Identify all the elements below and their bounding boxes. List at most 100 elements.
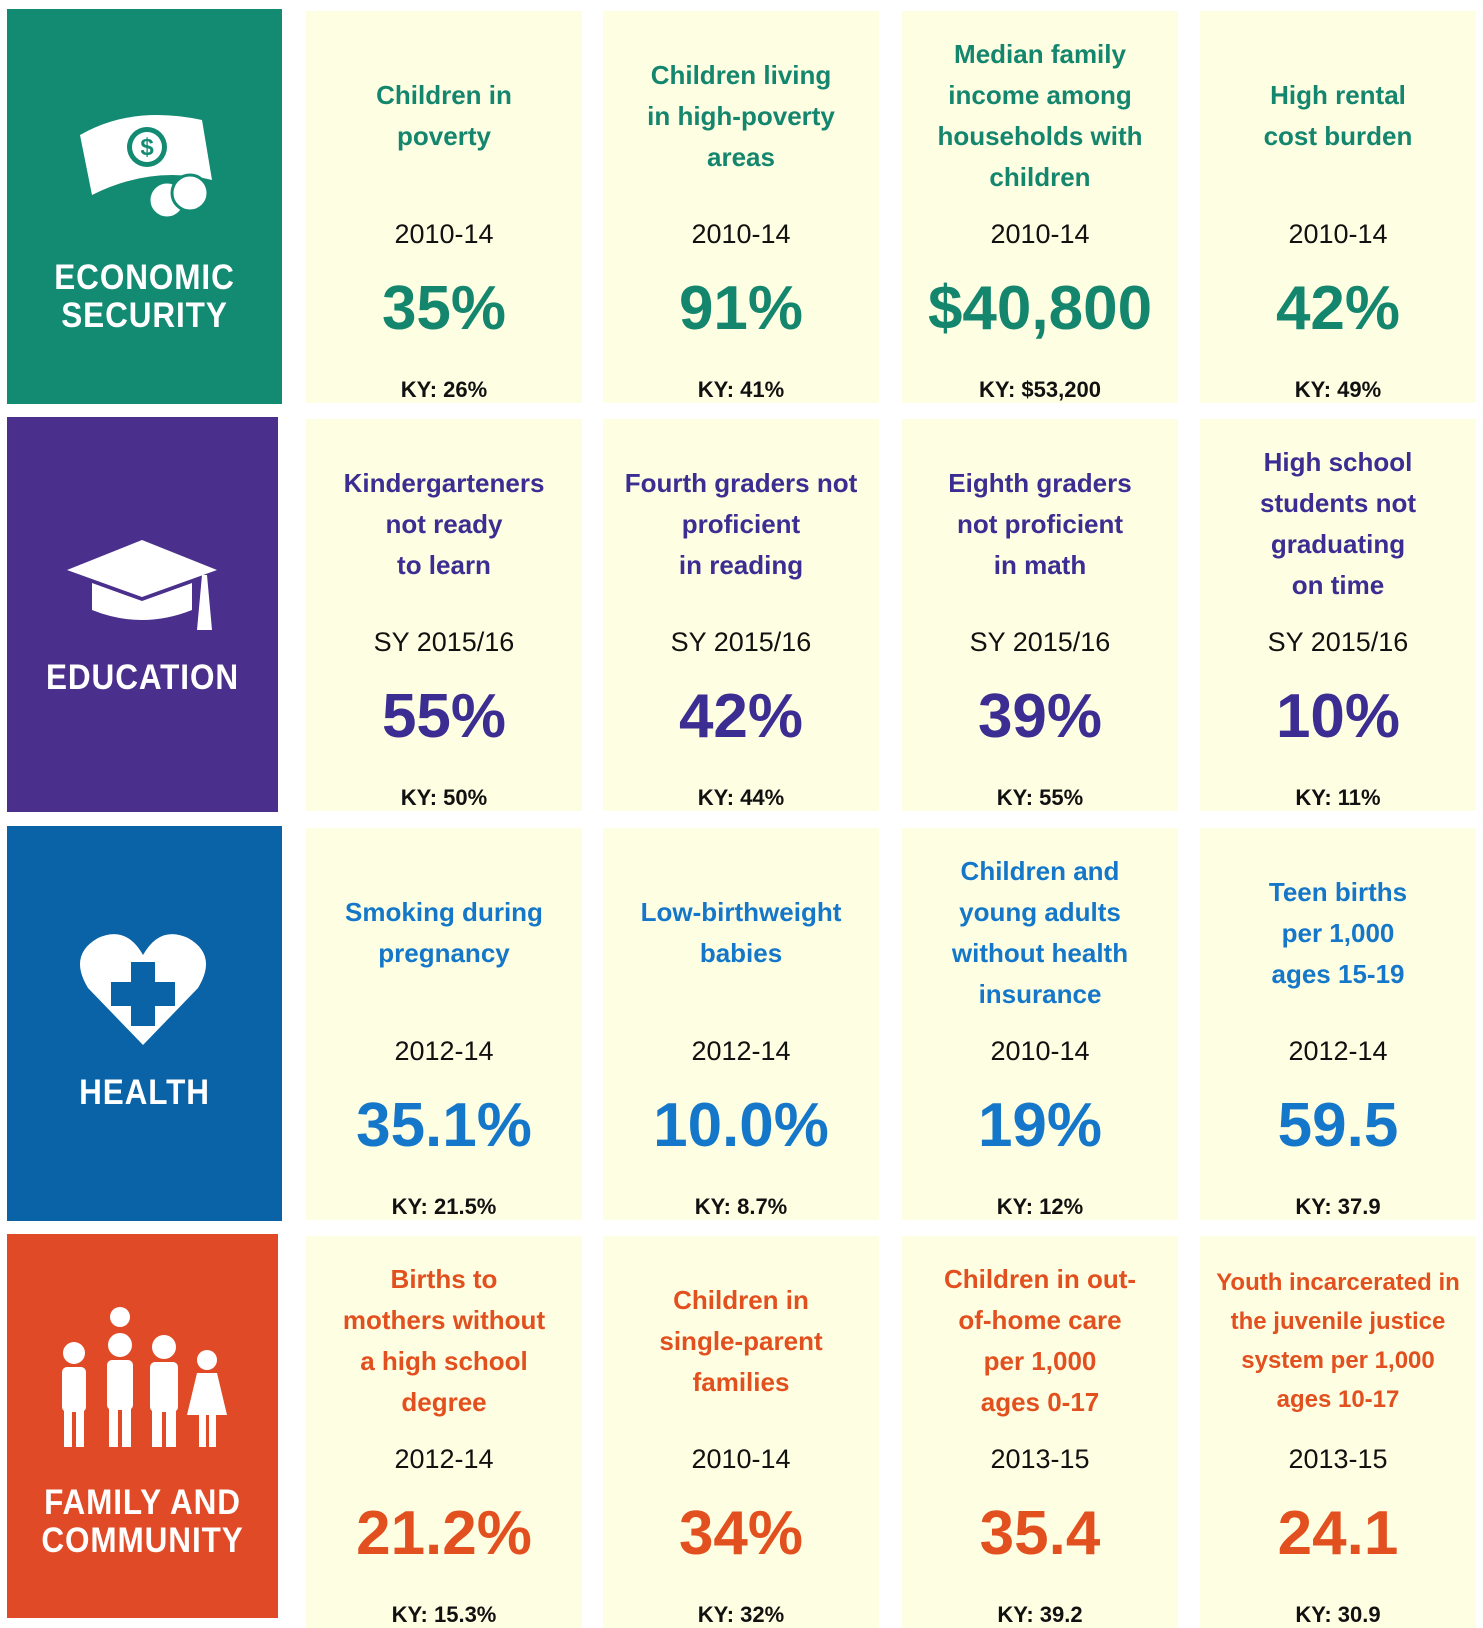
value: 59.5 bbox=[1277, 1091, 1399, 1160]
title-line: Fourth graders not bbox=[624, 467, 858, 498]
title-line: degree bbox=[401, 1387, 487, 1417]
label-line: SECURITY bbox=[61, 296, 228, 335]
period: 2010-14 bbox=[394, 219, 494, 249]
label-line: HEALTH bbox=[79, 1073, 210, 1112]
title-line: not ready bbox=[385, 508, 503, 539]
title-line: proficient bbox=[681, 508, 801, 539]
title-line: the juvenile justice bbox=[1230, 1308, 1446, 1335]
ky-value: KY: 50% bbox=[400, 785, 488, 810]
indicator-card: Children in single-parent families 2010-14 3… bbox=[603, 1236, 879, 1628]
title-line: mothers without bbox=[342, 1305, 546, 1335]
section-label: EDUCATION bbox=[21, 659, 265, 697]
title-line: Smoking during bbox=[345, 897, 543, 927]
family-icon bbox=[62, 1307, 227, 1447]
value: 35% bbox=[381, 274, 507, 343]
ky-value: KY: 44% bbox=[697, 785, 785, 810]
ky-value: KY: 26% bbox=[400, 377, 488, 402]
indicator-card: High rental cost burden 2010-14 42% KY: 49% bbox=[1200, 11, 1476, 403]
indicator-card: Smoking during pregnancy 2012-14 35.1% KY: 2… bbox=[306, 828, 582, 1220]
value: 39% bbox=[977, 682, 1103, 751]
period: 2013-15 bbox=[1288, 1444, 1388, 1474]
indicator-card: Youth incarcerated in the juvenile justic… bbox=[1200, 1236, 1476, 1628]
value: 21.2% bbox=[356, 1499, 532, 1568]
heart-icon bbox=[80, 934, 206, 1045]
card-title: Children and young adults without health in… bbox=[902, 838, 1178, 1028]
ky-value: KY: 37.9 bbox=[1295, 1194, 1381, 1219]
title-line: ages 15-19 bbox=[1271, 958, 1405, 989]
section-panel: FAMILY AND COMMUNITY bbox=[7, 1234, 278, 1618]
value: 42% bbox=[678, 682, 804, 751]
title-line: without health bbox=[951, 938, 1129, 968]
value: 19% bbox=[977, 1091, 1103, 1160]
title-line: Low-birthweight bbox=[640, 897, 842, 927]
title-line: young adults bbox=[959, 897, 1121, 927]
value: 24.1 bbox=[1277, 1499, 1399, 1568]
indicator-card: High school students not graduating on time… bbox=[1200, 419, 1476, 811]
title-line: on time bbox=[1291, 570, 1385, 600]
ky-value: KY: 12% bbox=[996, 1194, 1084, 1219]
period: SY 2015/16 bbox=[373, 627, 515, 657]
title-line: ages 0-17 bbox=[980, 1387, 1100, 1417]
title-line: in reading bbox=[678, 549, 804, 580]
label-line: FAMILY AND bbox=[44, 1483, 241, 1522]
title-line: Births to bbox=[390, 1264, 498, 1294]
title-line: Median family bbox=[954, 39, 1126, 69]
card-title: Births to mothers without a high school deg… bbox=[306, 1246, 582, 1436]
title-line: a high school bbox=[360, 1346, 528, 1376]
title-line: Children in bbox=[376, 80, 512, 110]
title-line: per 1,000 bbox=[983, 1346, 1097, 1376]
title-line: Children in out- bbox=[943, 1264, 1137, 1294]
indicator-card: Births to mothers without a high school deg… bbox=[306, 1236, 582, 1628]
title-line: in high-poverty bbox=[647, 100, 835, 131]
ky-value: KY: 15.3% bbox=[391, 1602, 497, 1627]
title-line: income among bbox=[948, 80, 1132, 110]
section-panel: ECONOMIC SECURITY bbox=[7, 9, 282, 404]
title-line: Children and bbox=[960, 856, 1120, 886]
indicator-card: Children in poverty 2010-14 35% KY: 26% bbox=[306, 11, 582, 403]
indicator-card: Children in out-of-home care per 1,000 age… bbox=[902, 1236, 1178, 1628]
card-title: High school students not graduating on time bbox=[1200, 429, 1476, 619]
ky-value: KY: 8.7% bbox=[694, 1194, 788, 1219]
title-line: single-parent bbox=[659, 1325, 823, 1356]
value: 34% bbox=[678, 1499, 804, 1568]
title-line: Eighth graders bbox=[948, 467, 1132, 498]
indicator-card: Eighth graders not proficient in math SY 20… bbox=[902, 419, 1178, 811]
title-line: High school bbox=[1263, 447, 1413, 477]
card-title: Median family income among households with… bbox=[902, 21, 1178, 211]
ky-value: KY: 30.9 bbox=[1295, 1602, 1381, 1627]
title-line: Teen births bbox=[1268, 876, 1408, 907]
value: 35.1% bbox=[356, 1091, 532, 1160]
period: 2010-14 bbox=[691, 1444, 791, 1474]
title-line: not proficient bbox=[956, 508, 1124, 539]
title-line: Children living bbox=[650, 59, 832, 90]
section-label: HEALTH bbox=[21, 1074, 269, 1112]
title-line: insurance bbox=[978, 979, 1102, 1009]
period: 2012-14 bbox=[1288, 1036, 1388, 1066]
value: 55% bbox=[381, 682, 507, 751]
title-line: High rental bbox=[1270, 80, 1406, 110]
indicator-card: Teen births per 1,000 ages 15-19 2012-14 59.… bbox=[1200, 828, 1476, 1220]
card-title: Smoking during pregnancy bbox=[306, 838, 582, 1028]
card-title: Children in single-parent families bbox=[603, 1246, 879, 1436]
period: 2012-14 bbox=[394, 1036, 494, 1066]
value: 91% bbox=[678, 274, 804, 343]
period: 2012-14 bbox=[691, 1036, 791, 1066]
label-line: ECONOMIC bbox=[54, 258, 235, 297]
indicator-card: Median family income among households with… bbox=[902, 11, 1178, 403]
title-line: per 1,000 bbox=[1281, 917, 1395, 948]
card-title: Children living in high-poverty areas bbox=[603, 21, 879, 211]
title-line: poverty bbox=[397, 121, 491, 151]
title-line: ages 10-17 bbox=[1276, 1386, 1400, 1413]
card-title: Low-birthweight babies bbox=[603, 838, 879, 1028]
title-line: graduating bbox=[1270, 529, 1406, 559]
value: 35.4 bbox=[979, 1499, 1101, 1568]
period: 2013-15 bbox=[990, 1444, 1090, 1474]
title-line: areas bbox=[707, 141, 775, 172]
period: SY 2015/16 bbox=[670, 627, 812, 657]
value: 10.0% bbox=[653, 1091, 829, 1160]
ky-value: KY: 39.2 bbox=[997, 1602, 1083, 1627]
ky-value: KY: 11% bbox=[1295, 785, 1381, 810]
card-title: Youth incarcerated in the juvenile justic… bbox=[1200, 1246, 1476, 1436]
title-line: pregnancy bbox=[378, 938, 510, 968]
